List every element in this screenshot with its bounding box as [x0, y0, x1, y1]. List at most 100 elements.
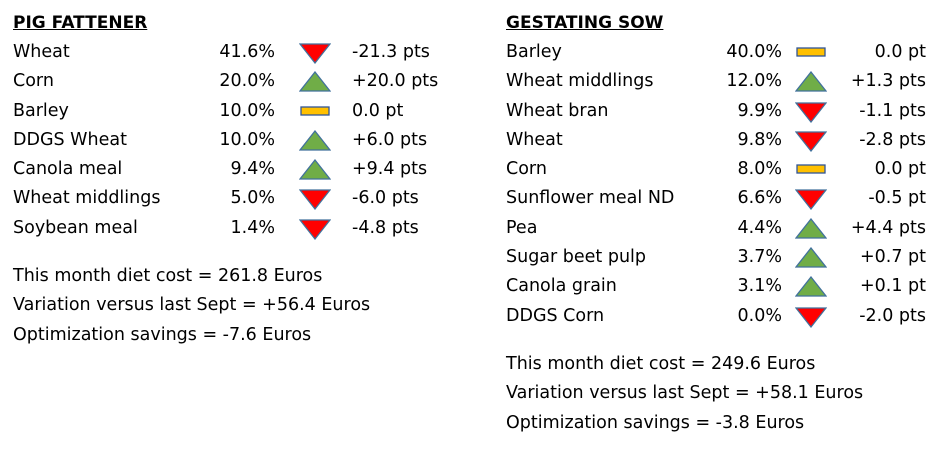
ingredient-row: Wheat bran 9.9% -1.1 pts [506, 97, 936, 126]
trend-down-shape [298, 219, 332, 240]
trend-up-shape [794, 276, 828, 298]
ingredient-row: Wheat middlings 5.0% -6.0 pts [13, 184, 463, 213]
ingredient-name: Sugar beet pulp [506, 247, 647, 268]
ingredient-name: DDGS Corn [506, 305, 605, 326]
up-triangle-icon [794, 217, 828, 240]
trend-down-shape [298, 43, 332, 65]
summary-line: This month diet cost = 249.6 Euros [506, 353, 816, 374]
gestating-sow-summary: This month diet cost = 249.6 Euros Variat… [506, 350, 936, 438]
ingredient-change: +6.0 pts [352, 129, 428, 150]
ingredient-change: 0.0 pt [874, 42, 926, 62]
ingredient-percent: 3.1% [737, 276, 782, 297]
up-triangle-icon [298, 71, 332, 93]
up-triangle-icon [794, 276, 828, 298]
ingredient-change: -2.0 pts [859, 305, 926, 326]
gestating-sow-rows: Barley 40.0% 0.0 pt Wheat middlings 12.0% +1.… [506, 38, 936, 331]
trend-up-shape [298, 129, 332, 151]
ingredient-change: -1.1 pts [859, 100, 926, 121]
trend-down-shape [794, 189, 828, 211]
summary-line: Variation versus last Sept = +56.4 Euros [13, 295, 371, 316]
ingredient-percent: 0.0% [737, 305, 782, 326]
ingredient-row: DDGS Corn 0.0% -2.0 pts [506, 302, 936, 331]
ingredient-row: Wheat 41.6% -21.3 pts [13, 38, 463, 67]
ingredient-name: Wheat [13, 42, 70, 62]
gestating-sow-title: GESTATING SOW [506, 13, 664, 33]
summary-line: Optimization savings = -3.8 Euros [506, 412, 805, 433]
trend-up-shape [794, 71, 828, 92]
flat-bar-icon [795, 159, 827, 181]
up-triangle-icon [298, 129, 332, 152]
ingredient-change: +0.1 pt [859, 276, 926, 297]
ingredient-change: +20.0 pts [352, 71, 439, 92]
down-triangle-icon [794, 130, 828, 152]
ingredient-change: -21.3 pts [352, 42, 430, 62]
ingredient-percent: 5.0% [230, 188, 275, 209]
ingredient-name: Barley [13, 100, 69, 121]
flat-bar-icon [299, 101, 331, 123]
ingredient-percent: 10.0% [219, 100, 275, 121]
trend-down-shape [298, 189, 332, 211]
ingredient-change: -6.0 pts [352, 188, 419, 209]
ingredient-percent: 10.0% [219, 129, 275, 150]
pig-fattener-title: PIG FATTENER [13, 13, 148, 33]
ingredient-percent: 9.8% [737, 129, 782, 150]
ingredient-change: -2.8 pts [859, 129, 926, 150]
gestating-sow-panel: GESTATING SOW Barley 40.0% 0.0 pt Wheat mid… [506, 10, 936, 438]
ingredient-name: Corn [506, 159, 547, 180]
ingredient-change: -0.5 pt [868, 188, 926, 209]
trend-down-shape [794, 131, 828, 152]
ingredient-row: Corn 20.0% +20.0 pts [13, 67, 463, 96]
trend-up-shape [298, 159, 332, 180]
trend-flat-shape [796, 47, 826, 57]
ingredient-percent: 8.0% [737, 159, 782, 180]
ingredient-name: Wheat middlings [506, 71, 654, 92]
ingredient-percent: 20.0% [219, 71, 275, 92]
trend-up-shape [298, 71, 332, 92]
trend-flat-shape [796, 164, 826, 174]
ingredient-row: Barley 10.0% 0.0 pt [13, 97, 463, 126]
summary-line: This month diet cost = 261.8 Euros [13, 266, 323, 287]
down-triangle-icon [794, 306, 828, 328]
ingredient-row: Corn 8.0% 0.0 pt [506, 155, 936, 184]
summary-line: Optimization savings = -7.6 Euros [13, 324, 312, 345]
ingredient-percent: 9.9% [737, 100, 782, 121]
ingredient-name: Pea [506, 217, 538, 238]
up-triangle-icon [794, 71, 828, 93]
ingredient-name: Wheat [506, 129, 563, 150]
ingredient-percent: 6.6% [737, 188, 782, 209]
ingredient-percent: 40.0% [726, 42, 782, 62]
flat-bar-icon [795, 42, 827, 64]
ingredient-row: Pea 4.4% +4.4 pts [506, 214, 936, 243]
trend-up-shape [794, 217, 828, 239]
ingredient-change: -4.8 pts [352, 217, 419, 238]
ingredient-name: Barley [506, 42, 562, 62]
up-triangle-icon [794, 247, 828, 269]
ingredient-row: Soybean meal 1.4% -4.8 pts [13, 214, 463, 243]
pig-fattener-rows: Wheat 41.6% -21.3 pts Corn 20.0% +20.0 pts Bar… [13, 38, 463, 243]
ingredient-name: Sunflower meal ND [506, 188, 675, 209]
ingredient-row: Wheat middlings 12.0% +1.3 pts [506, 67, 936, 96]
down-triangle-icon [794, 188, 828, 211]
ingredient-change: +1.3 pts [850, 71, 926, 92]
ingredient-row: Canola grain 3.1% +0.1 pt [506, 272, 936, 301]
ingredient-change: 0.0 pt [352, 100, 404, 121]
down-triangle-icon [298, 188, 332, 211]
ingredient-row: Canola meal 9.4% +9.4 pts [13, 155, 463, 184]
ingredient-name: Corn [13, 71, 54, 92]
trend-flat-shape [300, 105, 330, 116]
trend-up-shape [794, 247, 828, 268]
ingredient-row: Sunflower meal ND 6.6% -0.5 pt [506, 184, 936, 213]
ingredient-name: Canola meal [13, 159, 123, 180]
trend-down-shape [794, 307, 828, 328]
ingredient-percent: 1.4% [230, 217, 275, 238]
ingredient-name: Canola grain [506, 276, 617, 297]
ingredient-change: 0.0 pt [874, 159, 926, 180]
ingredient-name: DDGS Wheat [13, 129, 127, 150]
ingredient-change: +0.7 pt [859, 247, 926, 268]
ingredient-row: Wheat 9.8% -2.8 pts [506, 126, 936, 155]
ingredient-row: DDGS Wheat 10.0% +6.0 pts [13, 126, 463, 155]
pig-fattener-summary: This month diet cost = 261.8 Euros Variat… [13, 262, 463, 350]
pig-fattener-panel: PIG FATTENER Wheat 41.6% -21.3 pts Corn 20.0… [13, 10, 463, 350]
ingredient-change: +4.4 pts [850, 217, 926, 238]
ingredient-name: Wheat bran [506, 100, 609, 121]
